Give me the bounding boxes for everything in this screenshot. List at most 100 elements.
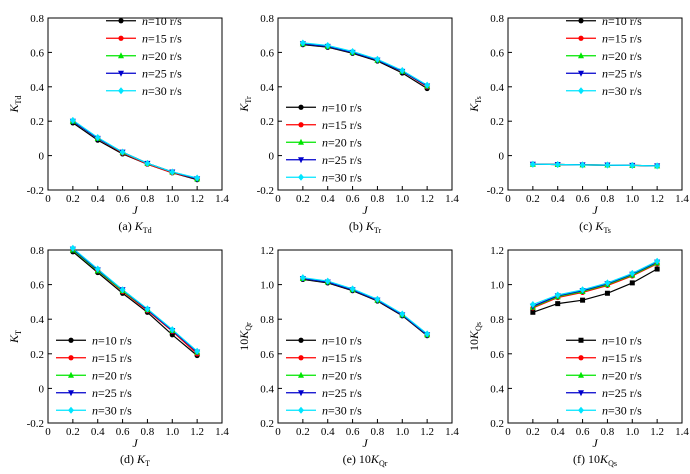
y-tick-label: 0.8 xyxy=(490,314,504,326)
x-tick-label: 1.2 xyxy=(420,426,434,438)
x-tick-label: 1.0 xyxy=(625,193,639,205)
chart-panel-2: 0 0.2 0.4 0.6 0.8 1.0 1.2 1.4-0.200.20.40.60.8J… xyxy=(237,13,459,235)
data-point xyxy=(399,66,406,74)
legend-label-var: n xyxy=(92,368,98,382)
legend-label: n=25 r/s xyxy=(92,386,132,400)
legend-label: n=15 r/s xyxy=(92,351,132,365)
data-point xyxy=(654,266,660,272)
legend-label-value: =20 r/s xyxy=(328,368,362,382)
data-point xyxy=(119,148,126,156)
legend-label: n=15 r/s xyxy=(322,351,362,365)
legend-label: n=20 r/s xyxy=(602,368,642,382)
x-tick-label: 1.0 xyxy=(165,426,179,438)
y-tick-label: 0.2 xyxy=(30,116,44,128)
legend-label-var: n xyxy=(142,14,148,28)
y-tick-label: 0.2 xyxy=(30,349,44,361)
legend-label-var: n xyxy=(142,84,148,98)
legend-marker xyxy=(578,52,584,59)
legend-label-value: =30 r/s xyxy=(608,403,642,417)
legend-label-value: =20 r/s xyxy=(608,368,642,382)
legend-label: n=15 r/s xyxy=(322,118,362,132)
y-tick-label: 0.2 xyxy=(490,418,504,430)
panel-caption-subscript: Qs xyxy=(608,459,617,468)
data-point xyxy=(374,295,381,303)
series-line-n10 xyxy=(72,251,198,356)
legend-label-value: =25 r/s xyxy=(98,386,132,400)
legend-label-value: =25 r/s xyxy=(608,66,642,80)
series-line-n20 xyxy=(302,43,428,87)
legend-label: n=25 r/s xyxy=(322,386,362,400)
y-tick-label: 0 xyxy=(269,151,275,163)
legend-label: n=20 r/s xyxy=(322,368,362,382)
data-point xyxy=(604,279,611,287)
x-tick-label: 0.4 xyxy=(321,426,335,438)
y-tick-label: 0.8 xyxy=(260,13,274,25)
x-tick-label: 0.2 xyxy=(66,426,80,438)
legend-marker xyxy=(118,18,124,24)
x-tick-label: 0.2 xyxy=(296,193,310,205)
x-tick-label: 1.4 xyxy=(445,426,459,438)
x-tick-label: 0.2 xyxy=(526,426,540,438)
legend-label-var: n xyxy=(142,66,148,80)
y-axis-label-main: K xyxy=(7,334,21,344)
legend-label-var: n xyxy=(602,386,608,400)
legend-label-var: n xyxy=(322,333,328,347)
y-axis-label-main: K xyxy=(237,330,251,340)
data-point xyxy=(349,48,356,56)
x-axis-label: J xyxy=(592,436,598,450)
legend-label-var: n xyxy=(322,135,328,149)
data-point xyxy=(529,300,536,308)
legend-marker xyxy=(118,35,124,41)
legend-marker xyxy=(578,70,584,77)
legend-label-value: =10 r/s xyxy=(608,333,642,347)
x-tick-label: 0 xyxy=(505,193,511,205)
y-tick-label: 0 xyxy=(39,151,45,163)
series-line-n20 xyxy=(302,277,428,336)
panel-caption-prefix: (d) xyxy=(120,452,137,466)
x-tick-label: 0.2 xyxy=(296,426,310,438)
x-tick-label: 0.6 xyxy=(576,193,590,205)
plot-frame xyxy=(507,17,683,191)
x-tick-label: 1.0 xyxy=(625,426,639,438)
legend-label: n=20 r/s xyxy=(142,49,182,63)
plot-frame xyxy=(47,249,223,424)
legend-label-var: n xyxy=(322,403,328,417)
y-tick-label: 0.6 xyxy=(490,47,504,59)
legend-label: n=25 r/s xyxy=(602,66,642,80)
series-line-n25 xyxy=(72,120,198,180)
legend-marker xyxy=(298,371,304,378)
y-axis-label-prefix: 10 xyxy=(237,339,251,351)
legend-label-var: n xyxy=(322,386,328,400)
legend-marker xyxy=(298,157,304,164)
legend-label-value: =30 r/s xyxy=(148,84,182,98)
y-tick-label: 1.2 xyxy=(260,245,274,257)
legend-label-value: =20 r/s xyxy=(608,49,642,63)
x-axis-label: J xyxy=(362,436,368,450)
legend-marker xyxy=(578,390,584,397)
y-axis-label-prefix: 10 xyxy=(467,339,481,351)
panel-caption: (b) KTr xyxy=(349,219,382,235)
data-point xyxy=(169,326,176,334)
chart-panel-6: 0 0.2 0.4 0.6 0.8 1.0 1.2 1.40.20.40.60.81.01.2… xyxy=(467,245,689,468)
data-point xyxy=(349,285,356,293)
legend-label: n=30 r/s xyxy=(602,403,642,417)
legend-label-var: n xyxy=(602,31,608,45)
y-tick-label: 0.8 xyxy=(490,13,504,25)
panel-caption-main: K xyxy=(134,219,144,233)
y-tick-label: -0.2 xyxy=(487,185,504,197)
legend-label: n=15 r/s xyxy=(602,351,642,365)
x-tick-label: 1.2 xyxy=(650,426,664,438)
chart-panel-3: 0 0.2 0.4 0.6 0.8 1.0 1.2 1.4-0.200.20.40.60.8J… xyxy=(467,13,689,235)
data-point xyxy=(194,347,201,355)
series-line-n30 xyxy=(302,42,428,86)
legend-marker xyxy=(298,122,304,128)
panel-caption-prefix: (b) xyxy=(349,219,366,233)
data-point xyxy=(69,116,76,124)
legend-marker xyxy=(118,70,124,77)
legend-marker xyxy=(118,52,124,59)
y-axis-label: 10KQr xyxy=(237,322,253,351)
y-axis-label-main: K xyxy=(237,103,251,113)
legend-label: n=30 r/s xyxy=(142,84,182,98)
y-tick-label: 0.4 xyxy=(30,82,44,94)
x-tick-label: 1.0 xyxy=(165,193,179,205)
